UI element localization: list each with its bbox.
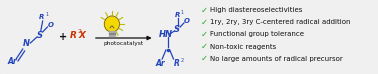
Text: Non-toxic reagents: Non-toxic reagents <box>211 44 277 50</box>
Text: R: R <box>175 12 180 18</box>
Text: 1: 1 <box>45 11 48 17</box>
Text: HN: HN <box>159 30 173 38</box>
Text: High diastereoselectivities: High diastereoselectivities <box>211 7 303 13</box>
Text: ✓: ✓ <box>200 54 208 63</box>
Text: R: R <box>174 59 179 67</box>
Text: O: O <box>184 18 190 24</box>
FancyBboxPatch shape <box>0 0 359 74</box>
Text: Functional group tolerance: Functional group tolerance <box>211 31 305 37</box>
Circle shape <box>104 16 119 32</box>
Text: 2: 2 <box>78 28 82 34</box>
Text: 1: 1 <box>181 9 184 15</box>
Text: R: R <box>39 14 44 20</box>
Text: N: N <box>23 40 30 48</box>
Text: No large amounts of radical precursor: No large amounts of radical precursor <box>211 56 343 62</box>
Text: R: R <box>70 30 76 40</box>
Text: S: S <box>174 24 180 34</box>
Text: O: O <box>47 22 53 28</box>
Text: +: + <box>59 32 67 42</box>
Text: X: X <box>78 30 85 40</box>
Bar <box>109 31 115 36</box>
Text: ✓: ✓ <box>200 30 208 39</box>
Text: S: S <box>37 30 43 40</box>
Text: Ar: Ar <box>8 57 17 65</box>
Text: 1ry, 2ry, 3ry C-centered radical addition: 1ry, 2ry, 3ry C-centered radical additio… <box>211 19 351 25</box>
Text: photocatalyst: photocatalyst <box>104 40 144 46</box>
Text: ✓: ✓ <box>200 18 208 27</box>
Text: Ar: Ar <box>155 59 165 67</box>
Text: 2: 2 <box>180 57 183 63</box>
Text: ✓: ✓ <box>200 5 208 15</box>
Text: ✓: ✓ <box>200 42 208 51</box>
